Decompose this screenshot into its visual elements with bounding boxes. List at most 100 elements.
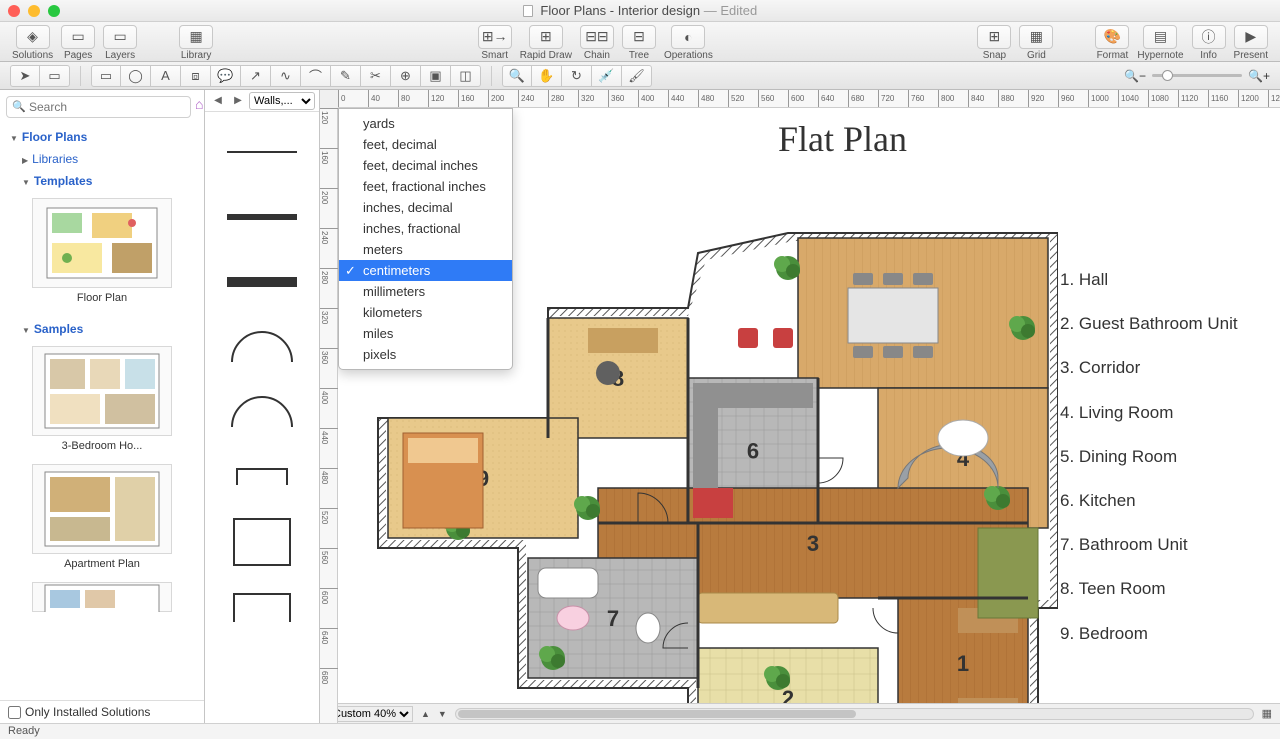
- tree-libraries[interactable]: Libraries: [8, 148, 196, 170]
- library-shape-6[interactable]: [227, 522, 297, 562]
- eyedropper-tool[interactable]: 💉: [592, 65, 622, 87]
- template-thumb-floor-plan[interactable]: [32, 198, 172, 288]
- svg-text:6: 6: [747, 439, 759, 464]
- pages-button[interactable]: ▭: [61, 25, 95, 49]
- library-shape-3[interactable]: [227, 327, 297, 367]
- search-input[interactable]: [6, 96, 191, 118]
- only-installed-checkbox[interactable]: Only Installed Solutions: [0, 700, 204, 723]
- pan-tool[interactable]: ✋: [532, 65, 562, 87]
- zoom-tool[interactable]: 🔍: [502, 65, 532, 87]
- svg-text:7: 7: [607, 606, 619, 631]
- units-menu-item[interactable]: millimeters: [339, 281, 512, 302]
- lib-back-button[interactable]: ◀: [209, 93, 227, 109]
- lib-forward-button[interactable]: ▶: [229, 93, 247, 109]
- legend-item: 4. Living Room: [1060, 391, 1270, 435]
- solutions-button[interactable]: ◈: [16, 25, 50, 49]
- units-menu-item[interactable]: pixels: [339, 344, 512, 365]
- legend-item: 3. Corridor: [1060, 346, 1270, 390]
- room-legend: 1. Hall2. Guest Bathroom Unit3. Corridor…: [1060, 258, 1270, 656]
- zoom-out-icon[interactable]: 🔍−: [1124, 69, 1146, 83]
- library-shape-0[interactable]: [227, 132, 297, 172]
- pointer-tool[interactable]: ➤: [10, 65, 40, 87]
- units-menu-item[interactable]: inches, fractional: [339, 218, 512, 239]
- units-menu-item[interactable]: feet, decimal inches: [339, 155, 512, 176]
- zoom-up-icon[interactable]: ▲: [421, 709, 430, 719]
- smart-button[interactable]: ⊞→: [478, 25, 512, 49]
- toolbar-label: Smart: [481, 50, 508, 61]
- layers-button[interactable]: ▭: [103, 25, 137, 49]
- scissors-tool[interactable]: ✂: [361, 65, 391, 87]
- grid-button[interactable]: ▦: [1019, 25, 1053, 49]
- zoom-select[interactable]: Custom 40%: [328, 706, 413, 722]
- units-menu-item[interactable]: yards: [339, 113, 512, 134]
- tree-button[interactable]: ⊟: [622, 25, 656, 49]
- library-button[interactable]: ▦: [179, 25, 213, 49]
- legend-item: 2. Guest Bathroom Unit: [1060, 302, 1270, 346]
- format-button[interactable]: 🎨: [1095, 25, 1129, 49]
- tree-templates[interactable]: Templates: [8, 170, 196, 192]
- toolbar-label: Grid: [1027, 50, 1046, 61]
- rotate-tool[interactable]: ↻: [562, 65, 592, 87]
- library-shape-2[interactable]: [227, 262, 297, 302]
- stamp-tool[interactable]: ⊕: [391, 65, 421, 87]
- library-shape-5[interactable]: [227, 457, 297, 497]
- thumb-label: Apartment Plan: [64, 558, 140, 570]
- units-menu-item[interactable]: miles: [339, 323, 512, 344]
- units-menu-item[interactable]: feet, fractional inches: [339, 176, 512, 197]
- library-shape-7[interactable]: [227, 587, 297, 627]
- info-button[interactable]: ⓘ: [1192, 25, 1226, 49]
- units-menu-item[interactable]: meters: [339, 239, 512, 260]
- present-button[interactable]: ▶: [1234, 25, 1268, 49]
- toolbar-label: Tree: [629, 50, 649, 61]
- window-title: Floor Plans - Interior design — Edited: [0, 3, 1280, 18]
- legend-item: 8. Teen Room: [1060, 567, 1270, 611]
- units-menu-item[interactable]: inches, decimal: [339, 197, 512, 218]
- titlebar: Floor Plans - Interior design — Edited: [0, 0, 1280, 22]
- canvas[interactable]: yardsfeet, decimalfeet, decimal inchesfe…: [338, 108, 1280, 703]
- rect-tool[interactable]: ▭: [91, 65, 121, 87]
- toolbar-label: Layers: [105, 50, 135, 61]
- text-tool[interactable]: A: [151, 65, 181, 87]
- horizontal-scrollbar[interactable]: [455, 708, 1254, 720]
- image-tool[interactable]: ▣: [421, 65, 451, 87]
- units-menu-item[interactable]: centimeters: [339, 260, 512, 281]
- plan-title: Flat Plan: [778, 118, 907, 160]
- zoom-slider[interactable]: 🔍− 🔍+: [1124, 69, 1270, 83]
- tree-floor-plans[interactable]: Floor Plans: [8, 126, 196, 148]
- sample-thumb-3bedroom[interactable]: [32, 346, 172, 436]
- toolbar-label: Hypernote: [1137, 50, 1183, 61]
- sample-thumb-apartment[interactable]: [32, 464, 172, 554]
- arc-tool[interactable]: ⌒: [301, 65, 331, 87]
- library-shape-1[interactable]: [227, 197, 297, 237]
- tree-samples[interactable]: Samples: [8, 318, 196, 340]
- operations-button[interactable]: ◐: [671, 25, 705, 49]
- zoom-in-icon[interactable]: 🔍+: [1248, 69, 1270, 83]
- home-icon[interactable]: ⌂: [195, 96, 203, 118]
- units-menu-item[interactable]: kilometers: [339, 302, 512, 323]
- library-shape-4[interactable]: [227, 392, 297, 432]
- vertical-ruler: 1201602002402803203604004404805205606006…: [320, 108, 338, 723]
- sample-thumb-partial[interactable]: [32, 582, 172, 612]
- textbox-tool[interactable]: ⧈: [181, 65, 211, 87]
- zoom-down-icon[interactable]: ▼: [438, 709, 447, 719]
- rapid-draw-button[interactable]: ⊞: [529, 25, 563, 49]
- thumb-label: Floor Plan: [77, 292, 127, 304]
- ellipse-tool[interactable]: ◯: [121, 65, 151, 87]
- toolbar-label: Solutions: [12, 50, 53, 61]
- chain-button[interactable]: ⊟⊟: [580, 25, 614, 49]
- brush-tool[interactable]: 🖌: [622, 65, 652, 87]
- line-tool[interactable]: ↗: [241, 65, 271, 87]
- snap-button[interactable]: ⊞: [977, 25, 1011, 49]
- callout-tool[interactable]: 💬: [211, 65, 241, 87]
- svg-text:3: 3: [807, 531, 819, 556]
- pencil-tool[interactable]: ✎: [331, 65, 361, 87]
- hypernote-button[interactable]: ▤: [1143, 25, 1177, 49]
- shape-toolbar: ➤ ▭ ▭ ◯ A ⧈ 💬 ↗ ∿ ⌒ ✎ ✂ ⊕ ▣ ◫ 🔍 ✋ ↻ 💉 🖌 …: [0, 62, 1280, 90]
- grid-toggle-icon[interactable]: ▦: [1262, 707, 1272, 720]
- connector-tool[interactable]: ∿: [271, 65, 301, 87]
- marquee-tool[interactable]: ▭: [40, 65, 70, 87]
- container-tool[interactable]: ◫: [451, 65, 481, 87]
- library-dropdown[interactable]: Walls,...: [249, 92, 315, 110]
- legend-item: 9. Bedroom: [1060, 612, 1270, 656]
- units-menu-item[interactable]: feet, decimal: [339, 134, 512, 155]
